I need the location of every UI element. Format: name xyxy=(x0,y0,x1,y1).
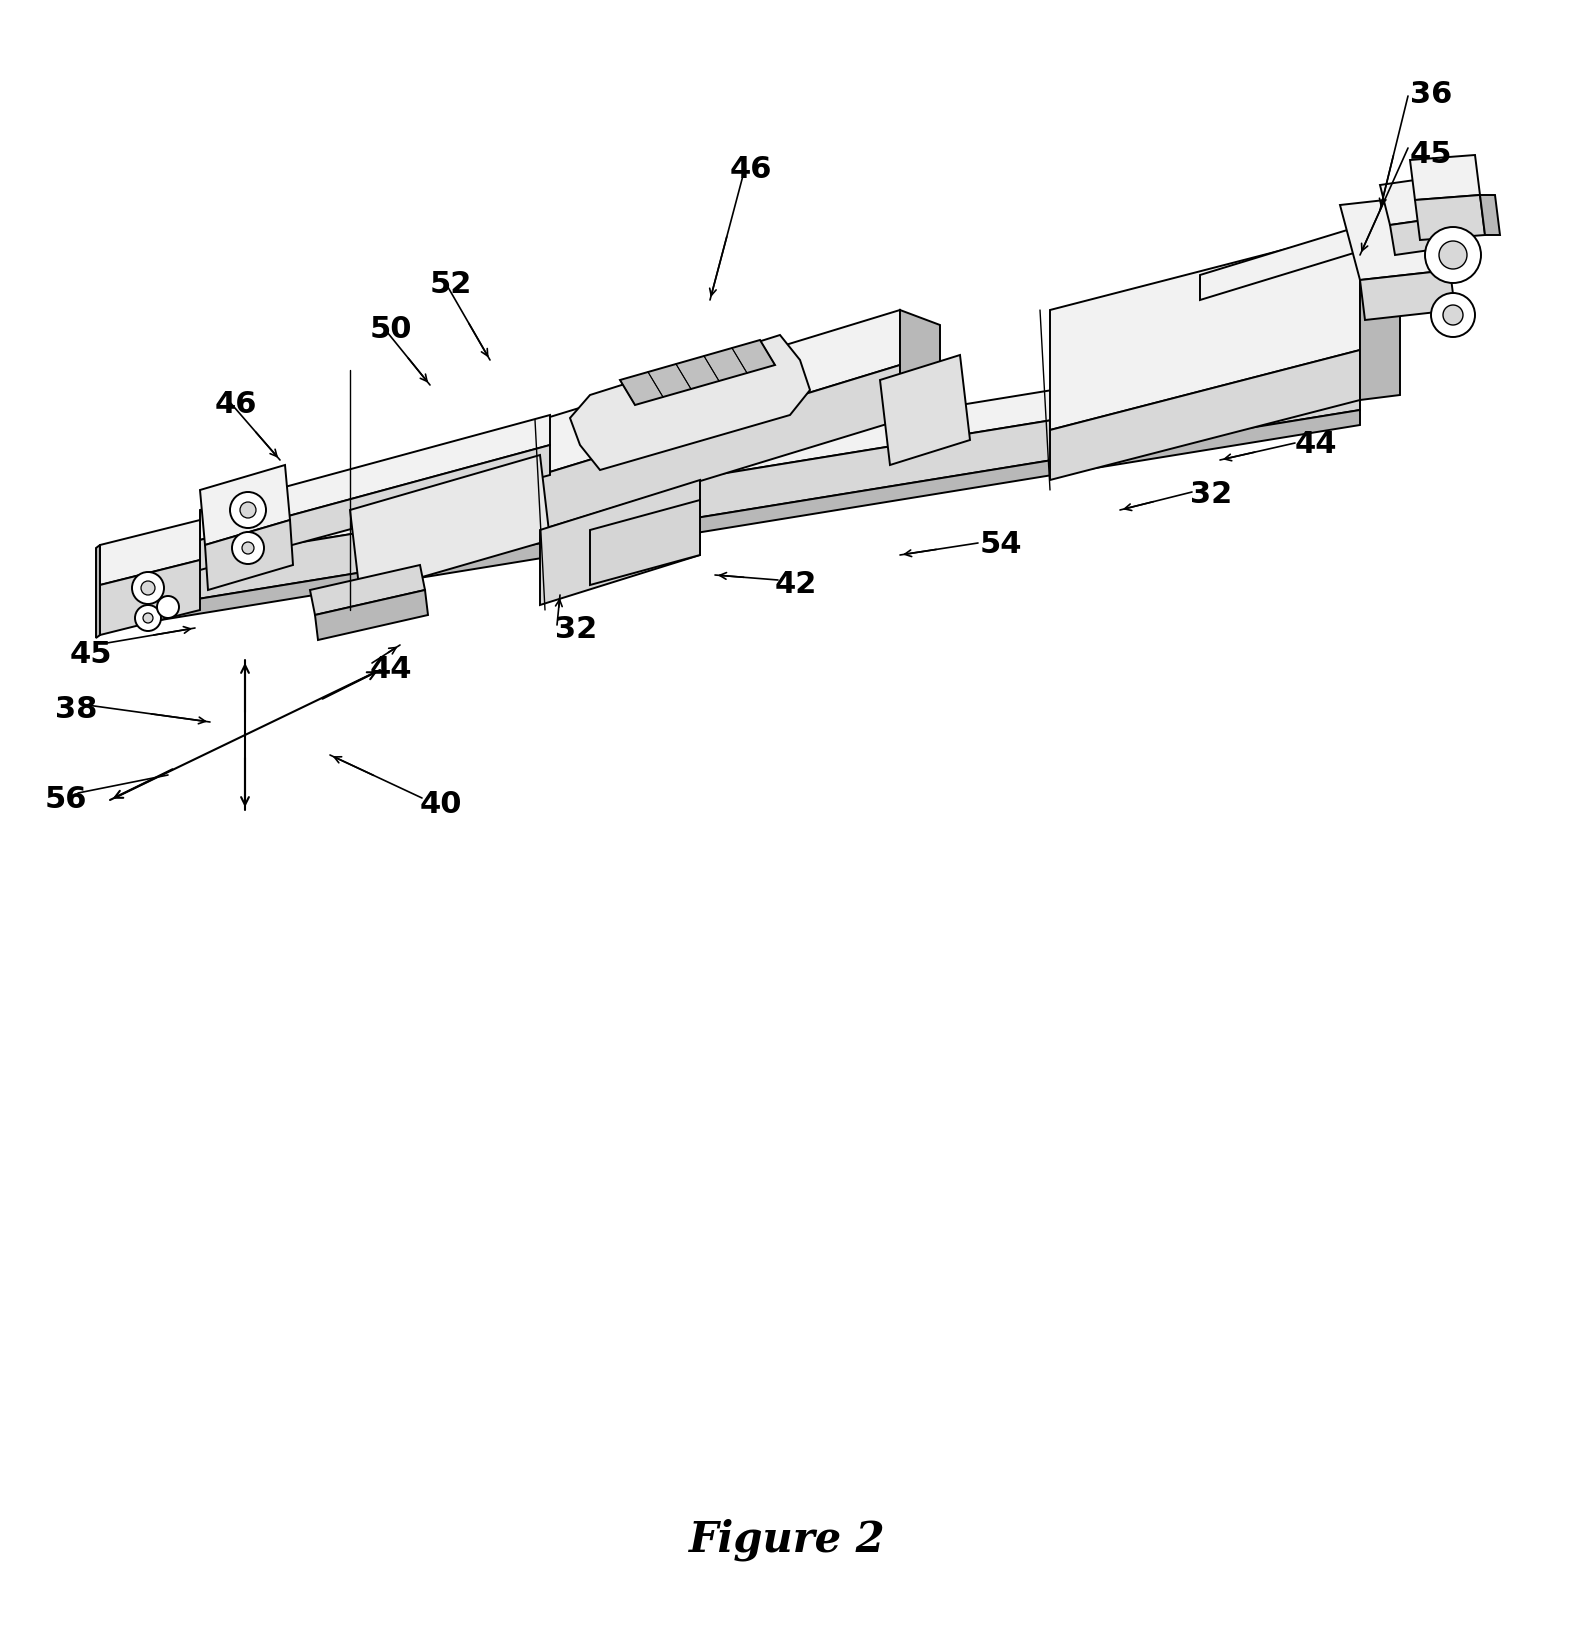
Circle shape xyxy=(230,492,266,528)
Polygon shape xyxy=(310,565,425,616)
Polygon shape xyxy=(99,560,200,635)
Polygon shape xyxy=(1340,195,1451,280)
Polygon shape xyxy=(200,445,550,570)
Circle shape xyxy=(143,613,153,622)
Polygon shape xyxy=(591,500,699,585)
Text: 32: 32 xyxy=(1191,481,1232,508)
Text: 45: 45 xyxy=(69,640,112,670)
Text: 50: 50 xyxy=(370,314,413,344)
Polygon shape xyxy=(205,520,293,590)
Text: 45: 45 xyxy=(1410,140,1452,169)
Circle shape xyxy=(142,582,154,595)
Polygon shape xyxy=(1391,215,1465,256)
Circle shape xyxy=(1432,293,1476,337)
Text: 52: 52 xyxy=(430,270,472,300)
Text: 32: 32 xyxy=(554,616,597,643)
Polygon shape xyxy=(880,355,970,464)
Polygon shape xyxy=(540,310,899,476)
Polygon shape xyxy=(131,370,1359,609)
Text: 44: 44 xyxy=(1295,430,1337,459)
Polygon shape xyxy=(536,420,540,481)
Polygon shape xyxy=(570,336,810,471)
Polygon shape xyxy=(1051,230,1359,430)
Polygon shape xyxy=(131,340,1359,570)
Polygon shape xyxy=(1480,195,1499,235)
Circle shape xyxy=(1443,305,1463,326)
Polygon shape xyxy=(96,546,99,639)
Polygon shape xyxy=(1359,230,1400,401)
Polygon shape xyxy=(200,464,290,546)
Circle shape xyxy=(239,502,257,518)
Polygon shape xyxy=(315,590,428,640)
Polygon shape xyxy=(350,454,550,595)
Polygon shape xyxy=(1410,155,1480,200)
Circle shape xyxy=(1425,226,1480,283)
Polygon shape xyxy=(1380,174,1460,225)
Polygon shape xyxy=(99,520,200,585)
Circle shape xyxy=(158,596,180,617)
Circle shape xyxy=(1440,241,1466,269)
Circle shape xyxy=(232,533,265,564)
Circle shape xyxy=(132,572,164,604)
Text: 56: 56 xyxy=(46,785,88,814)
Text: 42: 42 xyxy=(775,570,817,599)
Polygon shape xyxy=(621,340,775,406)
Text: 40: 40 xyxy=(421,790,463,819)
Text: 38: 38 xyxy=(55,696,98,723)
Text: 44: 44 xyxy=(370,655,413,684)
Circle shape xyxy=(135,604,161,630)
Polygon shape xyxy=(1200,220,1380,300)
Polygon shape xyxy=(899,310,940,435)
Text: 46: 46 xyxy=(216,389,257,419)
Text: 54: 54 xyxy=(980,529,1022,559)
Polygon shape xyxy=(1414,195,1485,239)
Polygon shape xyxy=(200,415,550,539)
Polygon shape xyxy=(540,481,699,604)
Text: 46: 46 xyxy=(729,155,772,184)
Polygon shape xyxy=(131,411,1359,626)
Polygon shape xyxy=(1359,270,1455,319)
Text: Figure 2: Figure 2 xyxy=(690,1518,885,1561)
Text: 36: 36 xyxy=(1410,80,1452,109)
Polygon shape xyxy=(1051,350,1359,481)
Polygon shape xyxy=(540,365,899,529)
Circle shape xyxy=(243,542,254,554)
